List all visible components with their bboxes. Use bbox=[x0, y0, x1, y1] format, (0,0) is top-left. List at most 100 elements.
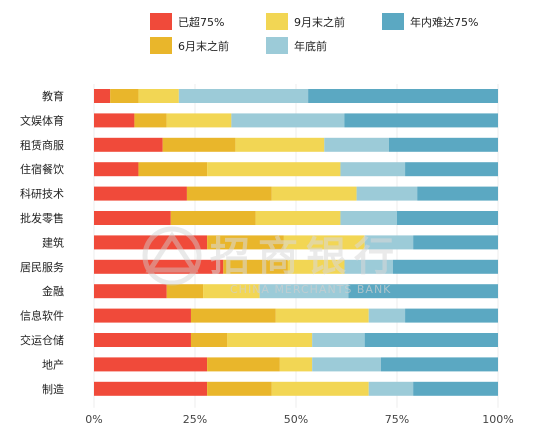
bar-segment bbox=[207, 162, 341, 177]
bar-segment bbox=[259, 284, 349, 299]
bar-segment bbox=[190, 308, 276, 323]
bar-segment bbox=[207, 381, 272, 396]
bar-segment bbox=[110, 89, 139, 103]
category-label: 科研技术 bbox=[20, 187, 64, 201]
bar-segment bbox=[344, 259, 393, 274]
bar-segment bbox=[186, 186, 272, 201]
bar-segment bbox=[413, 235, 498, 250]
bar-segment bbox=[287, 259, 345, 274]
bar-segment bbox=[223, 259, 288, 274]
bar-segment bbox=[340, 162, 406, 177]
category-label: 教育 bbox=[42, 89, 64, 103]
bar-segment bbox=[275, 308, 369, 323]
bar-segment bbox=[94, 308, 191, 323]
legend-swatch bbox=[382, 13, 404, 30]
bar-segment bbox=[308, 89, 498, 103]
bar-segment bbox=[94, 89, 111, 103]
bar-segment bbox=[166, 284, 204, 299]
legend-label: 6月末之前 bbox=[178, 39, 229, 53]
bar-segment bbox=[178, 89, 309, 103]
bar-segment bbox=[138, 89, 179, 103]
category-label: 文娱体育 bbox=[20, 113, 64, 127]
watermark: 招商银行 CHINA MERCHANTS BANK bbox=[142, 226, 402, 296]
bar-segment bbox=[134, 113, 167, 128]
x-tick-label: 0% bbox=[85, 413, 102, 426]
bar-segment bbox=[312, 357, 381, 372]
bar-segment bbox=[271, 186, 357, 201]
category-label: 交运仓储 bbox=[20, 333, 64, 347]
legend: 已超75% 9月末之前 年内难达75% 6月末之前 年底前 bbox=[150, 13, 478, 54]
bar-segment bbox=[271, 381, 369, 396]
bar-segment bbox=[255, 211, 341, 225]
bar-segment bbox=[388, 137, 498, 152]
bar-segment bbox=[166, 113, 232, 128]
x-tick-label: 25% bbox=[183, 413, 207, 426]
bar-segment bbox=[94, 235, 208, 250]
bar-segment bbox=[340, 211, 397, 225]
bar-segment bbox=[94, 259, 224, 274]
bar-segment bbox=[94, 357, 208, 372]
bar-segment bbox=[364, 235, 414, 250]
bar-segment bbox=[324, 137, 389, 152]
category-label: 建筑 bbox=[42, 235, 64, 249]
legend-label: 年内难达75% bbox=[410, 15, 478, 29]
bar-segment bbox=[94, 381, 208, 396]
bar-segment bbox=[207, 357, 280, 372]
bar-segment bbox=[190, 333, 228, 347]
watermark-text-en: CHINA MERCHANTS BANK bbox=[230, 283, 391, 296]
legend-label: 年底前 bbox=[294, 39, 327, 53]
bars-layer bbox=[94, 89, 498, 396]
legend-swatch bbox=[266, 37, 288, 54]
category-label: 批发零售 bbox=[20, 211, 64, 225]
watermark-text-cn: 招商银行 bbox=[210, 234, 402, 280]
category-label: 制造 bbox=[42, 382, 64, 396]
category-label: 租赁商服 bbox=[20, 138, 64, 152]
bar-segment bbox=[368, 308, 406, 323]
category-label: 地产 bbox=[42, 357, 64, 371]
x-tick-label: 50% bbox=[284, 413, 308, 426]
bar-segment bbox=[397, 211, 498, 225]
category-label: 信息软件 bbox=[20, 309, 64, 323]
bar-segment bbox=[368, 381, 414, 396]
bar-segment bbox=[162, 137, 236, 152]
x-axis-ticks: 0% 25% 50% 75% 100% bbox=[85, 413, 513, 426]
bar-segment bbox=[138, 162, 208, 177]
bar-segment bbox=[94, 211, 171, 225]
legend-label: 9月末之前 bbox=[294, 15, 345, 29]
category-label: 住宿餐饮 bbox=[20, 162, 64, 176]
bar-segment bbox=[94, 284, 167, 299]
x-tick-label: 75% bbox=[385, 413, 409, 426]
bar-segment bbox=[283, 235, 365, 250]
bar-segment bbox=[413, 381, 498, 396]
legend-label: 已超75% bbox=[178, 15, 224, 29]
bar-segment bbox=[94, 113, 135, 128]
bar-segment bbox=[170, 211, 256, 225]
bar-segment bbox=[312, 333, 365, 347]
bar-segment bbox=[94, 137, 163, 152]
category-label: 金融 bbox=[42, 284, 64, 298]
bar-segment bbox=[94, 186, 187, 201]
bar-segment bbox=[364, 333, 498, 347]
bar-segment bbox=[94, 162, 139, 177]
bar-segment bbox=[231, 113, 345, 128]
category-label: 居民服务 bbox=[20, 261, 64, 274]
bar-segment bbox=[405, 162, 498, 177]
bar-segment bbox=[380, 357, 498, 372]
bar-segment bbox=[94, 333, 191, 347]
bar-segment bbox=[348, 284, 498, 299]
bar-segment bbox=[356, 186, 418, 201]
bar-segment bbox=[235, 137, 325, 152]
bar-segment bbox=[405, 308, 498, 323]
bar-segment bbox=[207, 235, 284, 250]
legend-swatch bbox=[150, 13, 172, 30]
bar-segment bbox=[417, 186, 498, 201]
bar-segment bbox=[344, 113, 498, 128]
legend-swatch bbox=[266, 13, 288, 30]
category-labels: 教育文娱体育租赁商服住宿餐饮科研技术批发零售建筑居民服务金融信息软件交运仓储地产… bbox=[20, 89, 64, 396]
x-tick-label: 100% bbox=[482, 413, 513, 426]
bar-segment bbox=[279, 357, 313, 372]
bar-segment bbox=[392, 259, 498, 274]
bar-segment bbox=[203, 284, 260, 299]
bar-segment bbox=[227, 333, 313, 347]
